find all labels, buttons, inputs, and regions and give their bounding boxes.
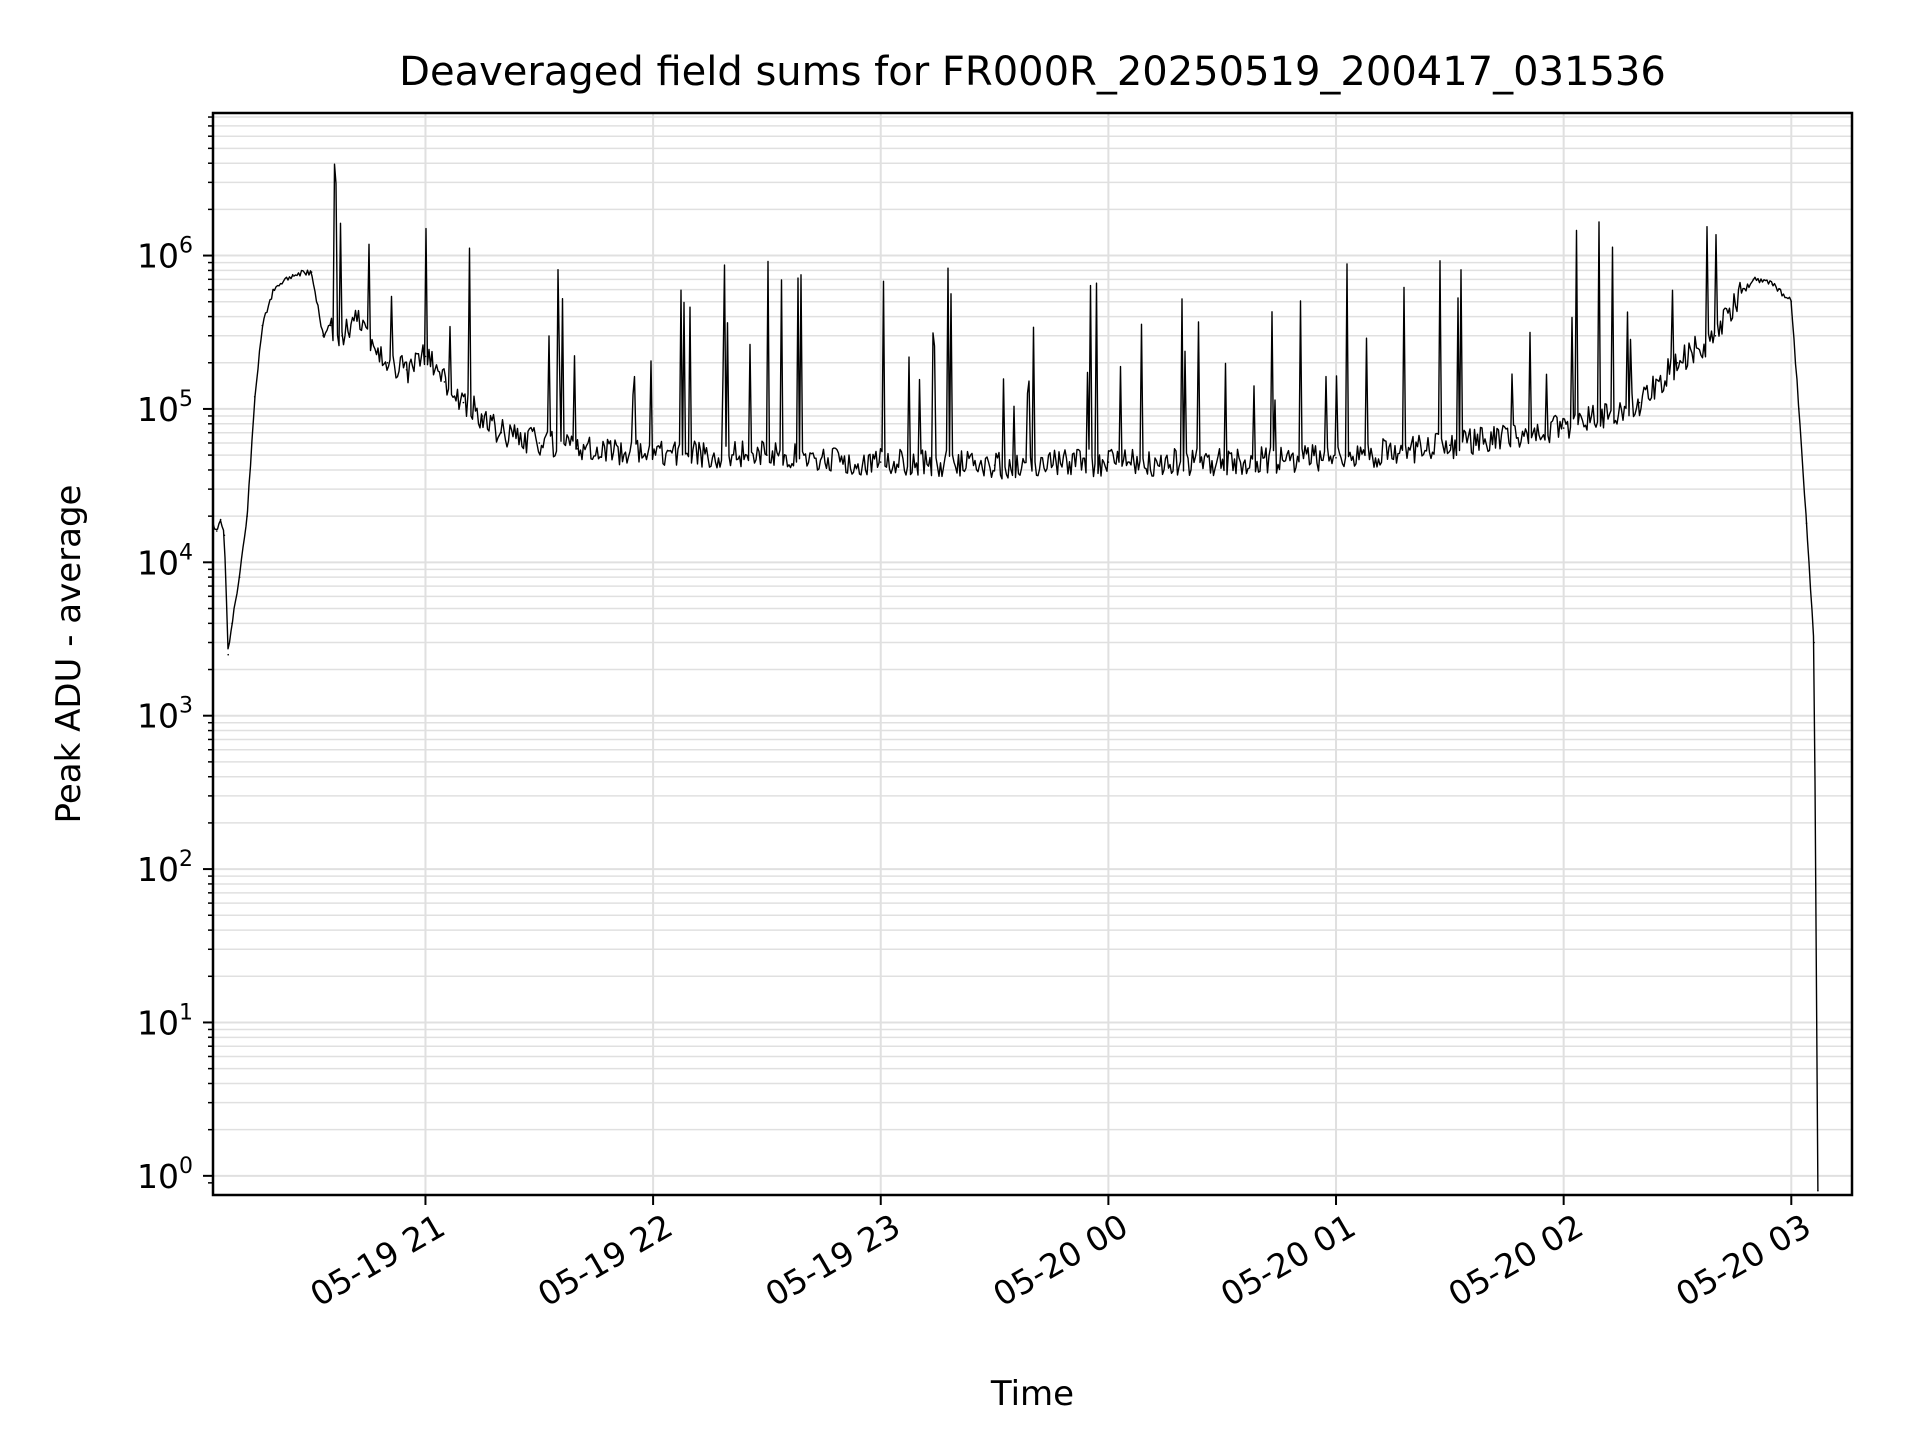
y-tick-label: 101 xyxy=(137,1000,193,1042)
data-point xyxy=(1714,335,1717,337)
y-tick-base: 10 xyxy=(137,1157,179,1196)
y-tick-exponent: 5 xyxy=(179,387,193,412)
y-tick-label: 103 xyxy=(137,694,193,736)
grid xyxy=(213,113,1852,1195)
y-tick-exponent: 0 xyxy=(179,1154,193,1179)
data-point xyxy=(356,315,359,318)
data-point xyxy=(216,530,218,532)
data-point xyxy=(231,622,233,625)
data-point xyxy=(322,335,324,337)
data-point xyxy=(386,362,389,364)
data-point xyxy=(310,271,313,273)
data-point xyxy=(424,355,427,358)
data-point xyxy=(219,518,222,521)
data-point xyxy=(1752,278,1755,281)
y-tick-base: 10 xyxy=(137,390,179,429)
y-tick-exponent: 6 xyxy=(179,234,193,259)
data-point xyxy=(500,431,503,434)
y-tick-label: 106 xyxy=(137,234,193,276)
data-point xyxy=(329,324,332,327)
y-tick-label: 102 xyxy=(137,847,193,889)
data-point xyxy=(1107,461,1110,463)
y-axis-label: Peak ADU - average xyxy=(49,485,89,824)
series-layer xyxy=(212,163,1819,1192)
data-point xyxy=(1335,457,1337,459)
data-point xyxy=(1676,362,1679,364)
series-line xyxy=(212,163,1819,1191)
y-tick-label: 104 xyxy=(137,540,193,582)
data-point xyxy=(405,369,408,371)
data-point xyxy=(538,442,541,444)
data-point xyxy=(1805,522,1808,524)
data-point xyxy=(652,451,654,454)
data-point xyxy=(238,576,241,578)
data-point xyxy=(253,396,256,398)
data-point xyxy=(1449,444,1451,447)
plot-frame xyxy=(211,111,1854,1197)
y-tick-base: 10 xyxy=(137,850,179,889)
data-point xyxy=(576,448,578,450)
y-tick-exponent: 4 xyxy=(179,540,193,565)
y-tick-exponent: 2 xyxy=(179,847,193,872)
y-tick-base: 10 xyxy=(137,1003,179,1042)
data-point xyxy=(1790,300,1793,303)
data-point xyxy=(1813,641,1815,644)
data-point xyxy=(1562,427,1565,429)
chart-title: Deaveraged field sums for FR000R_2025051… xyxy=(399,49,1666,95)
data-point xyxy=(1221,461,1223,463)
data-point xyxy=(246,515,248,517)
data-point xyxy=(766,454,768,456)
data-point xyxy=(227,653,229,656)
data-point xyxy=(341,335,343,337)
y-tick-label: 100 xyxy=(137,1154,193,1196)
y-tick-exponent: 3 xyxy=(179,694,193,719)
data-point xyxy=(443,381,446,383)
y-tick-base: 10 xyxy=(137,237,179,276)
data-point xyxy=(272,288,275,291)
y-tick-exponent: 1 xyxy=(179,1000,193,1025)
data-point xyxy=(1798,408,1800,410)
data-point xyxy=(1638,401,1641,404)
data-point xyxy=(1771,283,1774,286)
y-tick-base: 10 xyxy=(137,697,179,736)
data-point xyxy=(462,401,465,404)
x-axis-label: Time xyxy=(990,1374,1074,1414)
data-point xyxy=(223,534,226,537)
data-point xyxy=(291,273,294,276)
data-point xyxy=(879,461,882,463)
data-point xyxy=(1817,1189,1819,1192)
data-point xyxy=(261,324,264,327)
data-point xyxy=(993,464,996,467)
y-tick-label: 105 xyxy=(137,387,193,429)
data-point xyxy=(481,415,484,417)
data-point xyxy=(1733,300,1736,303)
y-tick-base: 10 xyxy=(137,543,179,582)
